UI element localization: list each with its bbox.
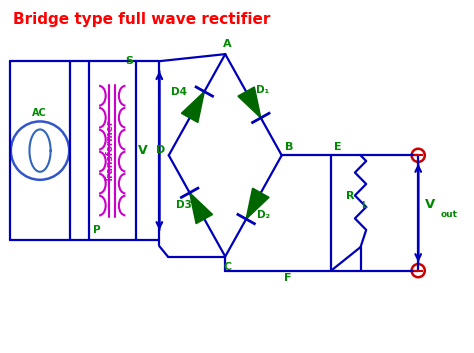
Text: E: E [334, 142, 342, 152]
Text: P: P [92, 225, 100, 235]
Polygon shape [182, 91, 204, 122]
Text: D₁: D₁ [256, 85, 269, 95]
Text: Bridge type full wave rectifier: Bridge type full wave rectifier [13, 12, 271, 27]
Text: R: R [346, 191, 355, 201]
Polygon shape [190, 193, 212, 224]
Text: C: C [224, 262, 232, 272]
Text: F: F [284, 273, 292, 283]
Text: AC: AC [32, 108, 46, 118]
Text: D: D [156, 145, 165, 155]
Text: V: V [138, 144, 147, 157]
Polygon shape [246, 188, 269, 219]
Text: L: L [362, 201, 367, 210]
Text: V: V [425, 198, 436, 211]
Text: S: S [126, 55, 134, 66]
Text: D3: D3 [176, 200, 191, 210]
Text: out: out [441, 210, 458, 219]
Polygon shape [238, 87, 261, 118]
Text: Transformer: Transformer [105, 119, 114, 182]
Text: A: A [223, 39, 232, 49]
Text: D₂: D₂ [257, 210, 270, 220]
Text: B: B [285, 142, 294, 152]
Text: D4: D4 [171, 87, 187, 97]
